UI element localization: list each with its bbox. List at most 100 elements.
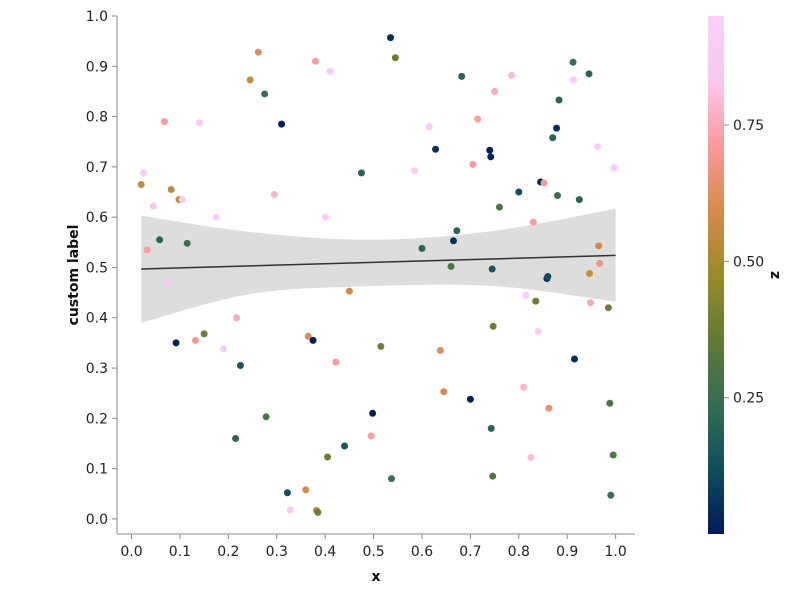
- y-tick-label: 0.7: [86, 160, 108, 176]
- data-point: [278, 120, 286, 128]
- data-point: [570, 76, 578, 84]
- data-point: [534, 327, 542, 335]
- data-point: [486, 146, 494, 154]
- data-point: [425, 123, 433, 131]
- data-point: [585, 70, 593, 78]
- y-axis-title: custom label: [66, 225, 82, 326]
- data-point: [520, 383, 528, 391]
- data-point: [164, 279, 172, 287]
- data-point: [220, 345, 228, 353]
- data-point: [357, 169, 365, 177]
- data-point: [522, 291, 530, 299]
- data-point: [200, 330, 208, 338]
- data-point: [540, 179, 548, 187]
- colorbar-gradient: [708, 16, 724, 534]
- data-point: [487, 424, 495, 432]
- data-point: [466, 395, 474, 403]
- y-tick-label: 0.3: [86, 361, 108, 377]
- data-point: [609, 451, 617, 459]
- x-tick-label: 1.0: [605, 544, 627, 560]
- data-point: [515, 188, 523, 196]
- data-point: [140, 169, 148, 177]
- data-point: [156, 236, 164, 244]
- data-point: [529, 218, 537, 226]
- y-tick-label: 0.2: [86, 411, 108, 427]
- data-point: [489, 322, 497, 330]
- x-tick-label: 0.9: [556, 544, 578, 560]
- data-point: [326, 67, 334, 75]
- data-point: [449, 237, 457, 245]
- data-point: [495, 203, 503, 211]
- data-point: [309, 336, 317, 344]
- data-point: [474, 115, 482, 123]
- y-axis: 0.0 0.1 0.2 0.3 0.4 0.5 0.6 0.7 0.8 0.9 1.0: [86, 9, 118, 534]
- y-tick-label: 0.5: [86, 260, 108, 276]
- data-point: [595, 242, 603, 250]
- y-tick-label: 0.0: [86, 512, 108, 528]
- data-point: [489, 472, 497, 480]
- data-point: [233, 314, 241, 322]
- data-point: [549, 134, 557, 142]
- data-point: [458, 72, 466, 80]
- data-point: [137, 180, 145, 188]
- data-point: [261, 90, 269, 98]
- data-point: [311, 57, 319, 65]
- x-tick-label: 0.6: [411, 544, 433, 560]
- colorbar-ticks: 0.25 0.50 0.75: [724, 118, 764, 407]
- data-point: [172, 339, 180, 347]
- x-tick-label: 0.7: [459, 544, 481, 560]
- data-point: [345, 287, 353, 295]
- data-point: [262, 413, 270, 421]
- data-point: [236, 362, 244, 370]
- data-point: [387, 34, 395, 42]
- data-point: [178, 196, 186, 204]
- data-point: [594, 143, 602, 151]
- data-point: [387, 475, 395, 483]
- data-point: [195, 119, 203, 127]
- x-tick-label: 0.3: [266, 544, 288, 560]
- data-point: [286, 506, 294, 514]
- data-point: [304, 332, 312, 340]
- data-point: [143, 246, 151, 254]
- confidence-band: [141, 208, 616, 323]
- data-point: [160, 118, 168, 126]
- data-point: [377, 342, 385, 350]
- data-point: [149, 202, 157, 210]
- data-point: [469, 160, 477, 168]
- x-tick-label: 0.0: [120, 544, 142, 560]
- colorbar-tick-label: 0.50: [733, 254, 764, 270]
- data-point: [367, 432, 375, 440]
- data-point: [391, 54, 399, 62]
- y-tick-label: 0.9: [86, 59, 108, 75]
- y-tick-label: 0.1: [86, 462, 108, 478]
- data-point: [447, 262, 455, 270]
- y-tick-label: 0.4: [86, 311, 108, 327]
- data-point: [575, 196, 583, 204]
- data-point: [167, 186, 175, 194]
- data-point: [553, 124, 561, 132]
- data-point: [191, 336, 199, 344]
- x-axis: 0.0 0.1 0.2 0.3 0.4 0.5 0.6 0.7 0.8 0.9 1.0: [117, 533, 635, 560]
- regression-line: [141, 254, 616, 270]
- plot-area: [137, 34, 618, 516]
- colorbar-tick-label: 0.75: [733, 118, 764, 134]
- data-point: [606, 399, 614, 407]
- data-point: [324, 453, 332, 461]
- data-point: [586, 299, 594, 307]
- data-points: [137, 34, 618, 516]
- data-point: [232, 434, 240, 442]
- data-point: [369, 409, 377, 417]
- data-point: [607, 491, 615, 499]
- data-point: [453, 227, 461, 235]
- data-point: [532, 297, 540, 305]
- data-point: [570, 355, 578, 363]
- data-point: [604, 304, 612, 312]
- data-point: [341, 442, 349, 450]
- data-point: [487, 153, 495, 161]
- y-tick-label: 0.8: [86, 110, 108, 126]
- data-point: [440, 388, 448, 396]
- data-point: [254, 48, 262, 56]
- data-point: [212, 213, 220, 221]
- colorbar: 0.25 0.50 0.75 z: [708, 16, 783, 534]
